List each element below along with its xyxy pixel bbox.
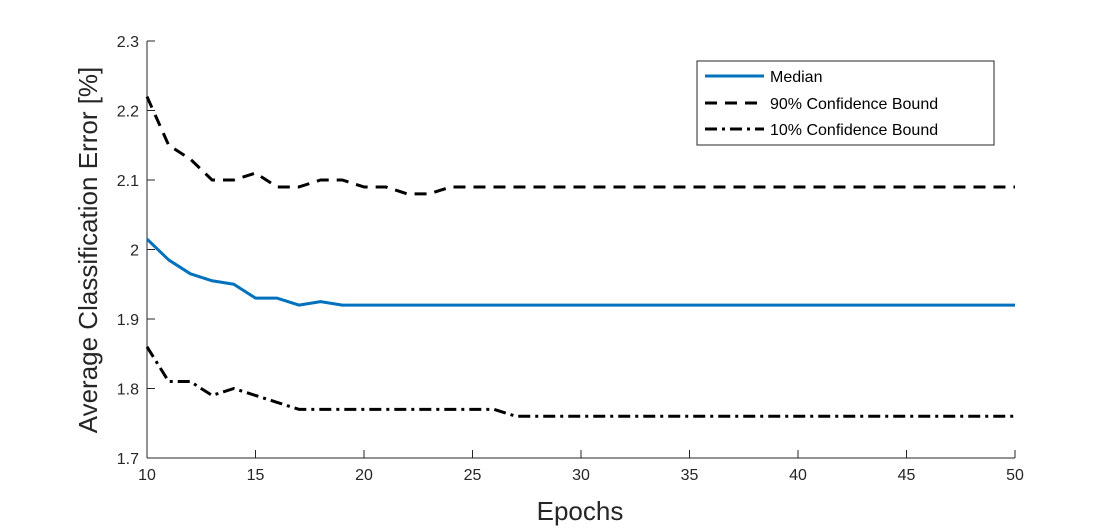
- legend: Median 90% Confidence Bound 10% Confiden…: [696, 60, 995, 146]
- x-axis-label: Epochs: [537, 496, 624, 526]
- x-tick-label: 35: [681, 467, 699, 484]
- legend-label-median: Median: [770, 69, 822, 86]
- series-line-10-bound: [145, 346, 1015, 418]
- x-tick-label: 10: [138, 467, 156, 484]
- tick-marks: 10 15 20 25 30 35 40 45 50 1.7 1.8 1.9 2 2.1 2.2 2.3: [117, 34, 1024, 484]
- series-lines: [145, 95, 1015, 418]
- y-tick-label: 1.9: [117, 312, 139, 329]
- y-tick-label: 2.2: [117, 104, 139, 121]
- x-tick-label: 30: [572, 467, 590, 484]
- y-tick-label: 1.7: [117, 451, 139, 468]
- y-axis-label: Average Classification Error [%]: [73, 67, 103, 434]
- y-tick-label: 1.8: [117, 382, 139, 399]
- series-line-90-bound: [145, 95, 1015, 196]
- series-line-median: [145, 237, 1015, 307]
- y-tick-label: 2.1: [117, 173, 139, 190]
- y-tick-label: 2.3: [117, 34, 139, 51]
- x-tick-label: 40: [789, 467, 807, 484]
- y-tick-label: 2: [130, 243, 139, 260]
- x-tick-label: 15: [247, 467, 265, 484]
- x-tick-label: 45: [898, 467, 916, 484]
- x-tick-label: 50: [1006, 467, 1024, 484]
- legend-label-10: 10% Confidence Bound: [770, 122, 938, 139]
- legend-label-90: 90% Confidence Bound: [770, 96, 938, 113]
- x-tick-label: 20: [355, 467, 373, 484]
- x-tick-label: 25: [464, 467, 482, 484]
